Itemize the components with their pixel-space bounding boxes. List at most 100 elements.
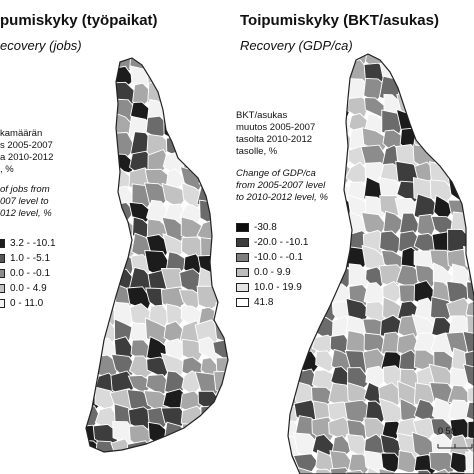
map-region: [465, 145, 474, 171]
map-region: [429, 54, 459, 68]
left-legend-item: 1.0 - -5.1: [0, 251, 56, 266]
map-region: [164, 63, 190, 93]
map-region: [431, 468, 457, 474]
map-region: [232, 63, 256, 88]
map-region: [450, 54, 474, 67]
map-region: [86, 200, 105, 226]
map-region: [86, 166, 102, 191]
map-region: [200, 438, 222, 452]
map-region: [86, 266, 105, 295]
map-region: [413, 398, 439, 425]
left-legend-classes: 3.2 - -10.1 1.0 - -5.1 0.0 - -0.1 0.0 - …: [0, 236, 56, 311]
left-legend-title-fi: kamäärän s 2005-2007 a 2010-2012 , %: [0, 128, 53, 176]
map-region: [378, 468, 404, 474]
map-region: [86, 58, 104, 76]
map-region: [217, 419, 228, 448]
map-region: [86, 319, 106, 344]
map-region: [431, 93, 460, 118]
map-region: [113, 457, 138, 474]
legend-label: -10.0 - -0.1: [254, 252, 303, 263]
map-region: [215, 63, 228, 89]
map-region: [165, 303, 189, 328]
right-legend-en-line: from 2005-2007 level: [236, 180, 326, 191]
map-region: [328, 416, 354, 441]
right-legend-title-fi: BKT/asukas muutos 2005-2007 tasolta 2010…: [236, 110, 315, 158]
right-legend-item: 0.0 - 9.9: [236, 265, 308, 280]
map-region: [196, 285, 225, 311]
map-region: [311, 113, 339, 135]
legend-swatch: [236, 253, 249, 262]
map-region: [197, 149, 225, 177]
map-region: [213, 370, 228, 395]
left-legend-en-line: of jobs from: [0, 184, 50, 195]
right-legend-title-en: Change of GDP/ca from 2005-2007 level to…: [236, 168, 328, 204]
map-region: [215, 217, 228, 245]
legend-label: -30.8: [254, 222, 277, 233]
left-legend-item: 0 - 11.0: [0, 296, 56, 311]
map-region: [198, 118, 224, 143]
map-region: [231, 455, 256, 474]
legend-label: 10.0 - 19.9: [254, 282, 302, 293]
left-legend-item: 0.0 - 4.9: [0, 281, 56, 296]
map-region: [86, 181, 105, 208]
map-region: [234, 388, 258, 412]
map-region: [413, 54, 438, 68]
map-region: [446, 109, 472, 137]
right-legend-fi-line: BKT/asukas: [236, 110, 288, 121]
right-legend-item: -20.0 - -10.1: [236, 235, 308, 250]
map-region: [464, 109, 474, 135]
left-legend-fi-line: a 2010-2012: [0, 152, 54, 163]
map-region: [288, 348, 303, 375]
map-region: [126, 286, 153, 312]
right-legend-fi-line: tasolle, %: [236, 146, 278, 157]
legend-label: 0 - 11.0: [10, 298, 44, 309]
map-region: [467, 164, 474, 187]
map-region: [178, 101, 205, 125]
map-region: [315, 350, 338, 373]
map-region: [94, 149, 122, 175]
map-region: [110, 353, 139, 382]
map-region: [397, 471, 426, 474]
map-region: [311, 58, 336, 84]
map-region: [146, 440, 171, 452]
legend-label: 41.8: [254, 297, 274, 308]
map-region: [181, 80, 205, 107]
map-region: [288, 314, 306, 341]
map-region: [233, 426, 259, 446]
scale-bar: [437, 444, 473, 449]
map-region: [126, 440, 156, 452]
map-region: [178, 132, 208, 157]
map-region: [463, 437, 474, 459]
map-region: [311, 263, 341, 290]
map-region: [166, 99, 188, 126]
map-region: [465, 54, 474, 68]
map-region: [433, 59, 457, 85]
right-legend-item: -30.8: [236, 220, 308, 235]
map-region: [162, 439, 191, 452]
map-region: [412, 59, 442, 85]
map-region: [229, 437, 258, 465]
map-region: [230, 352, 257, 380]
map-region: [86, 336, 102, 365]
map-region: [179, 58, 208, 75]
map-region: [160, 352, 190, 382]
map-region: [194, 81, 224, 107]
map-region: [467, 229, 474, 258]
map-region: [166, 168, 187, 191]
map-region: [417, 469, 441, 474]
map-region: [145, 58, 170, 72]
map-region: [313, 145, 339, 171]
map-region: [92, 269, 120, 293]
map-region: [86, 98, 104, 124]
map-region: [465, 196, 474, 223]
map-region: [465, 215, 474, 239]
map-region: [86, 62, 102, 90]
left-legend-fi-line: s 2005-2007: [0, 140, 53, 151]
right-map-subtitle: Recovery (GDP/ca): [240, 38, 353, 53]
map-region: [194, 99, 222, 126]
map-region: [230, 373, 256, 395]
map-region: [161, 182, 190, 209]
map-region: [97, 232, 119, 262]
map-region: [196, 421, 225, 446]
map-region: [86, 151, 103, 176]
